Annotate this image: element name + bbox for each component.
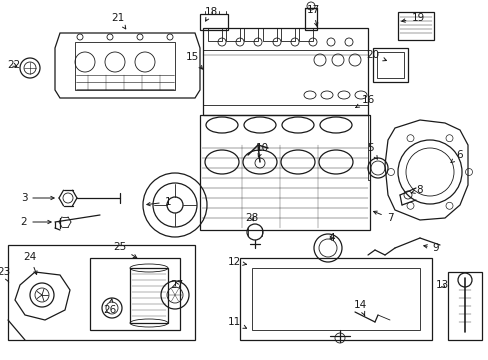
Text: 15: 15 <box>185 52 202 69</box>
Text: 23: 23 <box>0 267 11 282</box>
Bar <box>75 42 175 90</box>
Text: 3: 3 <box>20 193 54 203</box>
Bar <box>298 28 312 41</box>
Text: 12: 12 <box>227 257 246 267</box>
Text: 20: 20 <box>366 50 386 61</box>
Bar <box>305 8 316 30</box>
Bar <box>200 14 227 30</box>
Text: 14: 14 <box>353 300 366 315</box>
Text: 21: 21 <box>111 13 125 29</box>
Bar <box>225 28 240 41</box>
Text: 19: 19 <box>401 13 424 23</box>
Bar <box>376 52 403 78</box>
Text: 22: 22 <box>7 60 20 70</box>
Bar <box>90 258 180 330</box>
Text: 17: 17 <box>306 5 319 26</box>
Text: 28: 28 <box>245 213 258 223</box>
Bar <box>397 12 433 40</box>
Text: 16: 16 <box>355 95 374 108</box>
Text: 27: 27 <box>170 280 183 290</box>
Text: 24: 24 <box>23 252 37 274</box>
Bar <box>281 28 294 41</box>
Text: 5: 5 <box>366 143 377 159</box>
Text: 1: 1 <box>146 197 171 207</box>
Bar <box>447 272 481 340</box>
Bar <box>244 28 258 41</box>
Text: 9: 9 <box>423 243 438 253</box>
Text: 13: 13 <box>434 280 447 290</box>
Text: 4: 4 <box>328 233 335 243</box>
Bar <box>207 28 222 41</box>
Text: 10: 10 <box>255 143 268 157</box>
Text: 7: 7 <box>373 211 392 223</box>
Text: 8: 8 <box>410 185 423 195</box>
Text: 6: 6 <box>450 150 462 162</box>
Text: 26: 26 <box>103 299 116 315</box>
Text: 2: 2 <box>20 217 51 227</box>
Bar <box>263 28 276 41</box>
Text: 11: 11 <box>227 317 246 328</box>
Bar <box>130 268 168 323</box>
Text: 18: 18 <box>204 7 217 21</box>
Text: 25: 25 <box>113 242 137 258</box>
